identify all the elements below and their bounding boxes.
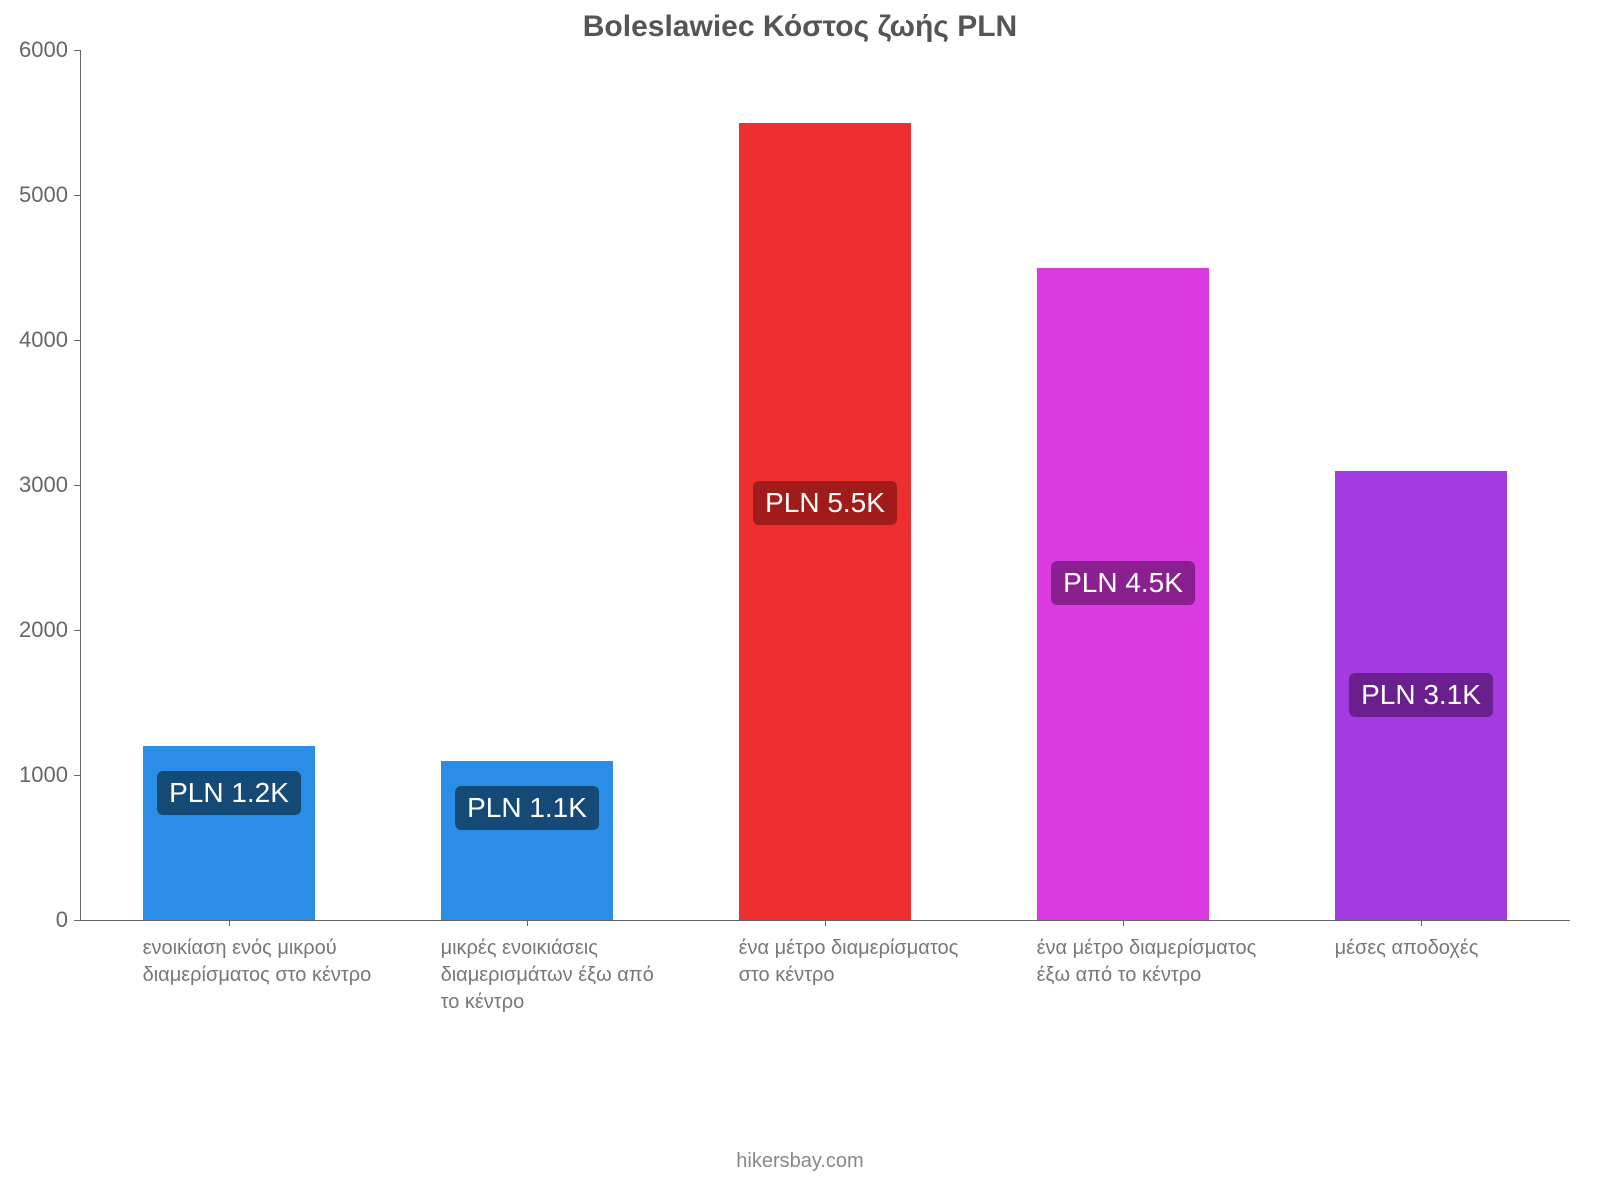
x-tick-mark (1123, 920, 1124, 926)
x-tick-mark (1421, 920, 1422, 926)
plot-area: PLN 1.2K PLN 1.1K PLN 5.5K PLN 4.5K PLN 3.1K (80, 50, 1570, 920)
y-tick-label: 6000 (0, 37, 68, 63)
value-badge: PLN 1.1K (455, 786, 599, 830)
y-tick-label: 4000 (0, 327, 68, 353)
x-tick-label: ενοικίαση ενός μικρού διαμερίσματος στο … (143, 935, 376, 989)
y-tick-label: 2000 (0, 617, 68, 643)
y-axis-line (80, 50, 81, 920)
y-tick-label: 5000 (0, 182, 68, 208)
chart-footer: hikersbay.com (0, 1150, 1600, 1173)
x-tick-mark (825, 920, 826, 926)
x-tick-label: ένα μέτρο διαμερίσματος έξω από το κέντρ… (1037, 935, 1270, 989)
y-tick-mark (74, 340, 80, 341)
x-tick-label: μικρές ενοικιάσεις διαμερισμάτων έξω από… (441, 935, 674, 1016)
y-tick-label: 3000 (0, 472, 68, 498)
y-tick-mark (74, 630, 80, 631)
y-tick-mark (74, 485, 80, 486)
x-tick-label: μέσες αποδοχές (1335, 935, 1568, 962)
value-badge: PLN 1.2K (157, 771, 301, 815)
y-tick-mark (74, 50, 80, 51)
y-tick-mark (74, 195, 80, 196)
chart-title: Boleslawiec Κόστος ζωής PLN (0, 10, 1600, 44)
x-tick-mark (229, 920, 230, 926)
x-tick-label: ένα μέτρο διαμερίσματος στο κέντρο (739, 935, 972, 989)
y-tick-mark (74, 775, 80, 776)
chart-container: Boleslawiec Κόστος ζωής PLN PLN 1.2KPLN … (0, 0, 1600, 1200)
x-tick-mark (527, 920, 528, 926)
y-tick-label: 1000 (0, 762, 68, 788)
bar (441, 761, 614, 921)
value-badge: PLN 4.5K (1051, 561, 1195, 605)
y-tick-label: 0 (0, 907, 68, 933)
value-badge: PLN 5.5K (753, 481, 897, 525)
value-badge: PLN 3.1K (1349, 673, 1493, 717)
y-tick-mark (74, 920, 80, 921)
